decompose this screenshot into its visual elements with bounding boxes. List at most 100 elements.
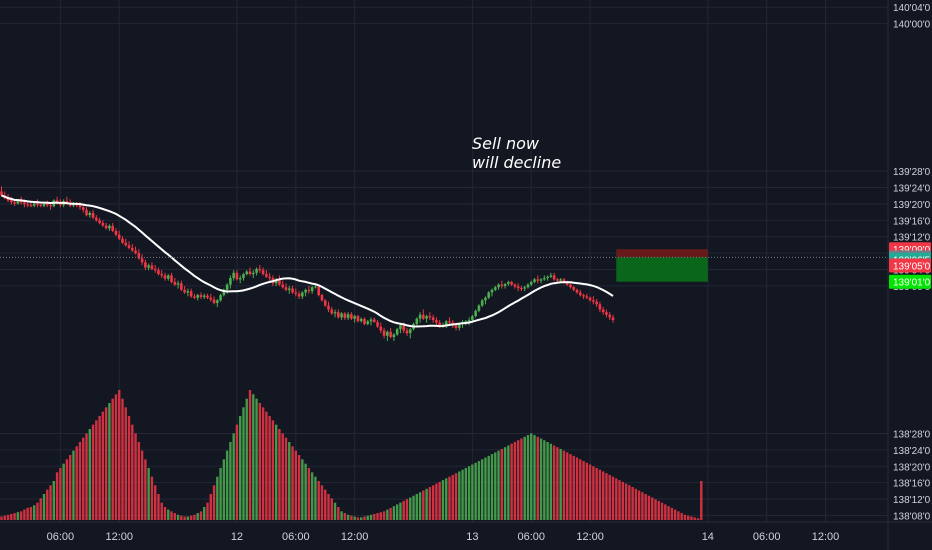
- price-label-bg: [889, 258, 931, 273]
- candle-body: [458, 323, 461, 328]
- candle-body: [565, 281, 569, 285]
- volume-bar: [219, 468, 222, 520]
- volume-bar: [131, 424, 134, 520]
- candle-body: [592, 300, 595, 302]
- volume-bar: [415, 494, 418, 520]
- volume-bar: [647, 495, 651, 520]
- volume-bar: [641, 492, 644, 520]
- candle-body: [91, 212, 95, 218]
- volume-bar: [575, 457, 579, 520]
- volume-bar: [399, 502, 402, 520]
- candle-body: [251, 272, 255, 275]
- volume-bar: [458, 471, 461, 520]
- candle-body: [258, 268, 262, 271]
- volume-bar: [402, 500, 405, 520]
- candle-body: [343, 313, 347, 318]
- candle-body: [546, 276, 549, 279]
- volume-bar: [307, 468, 311, 520]
- volume-bar: [624, 483, 628, 520]
- candle-body: [369, 319, 373, 322]
- ma-line: [1, 194, 614, 328]
- candle-body: [572, 287, 576, 290]
- candle-body: [516, 286, 520, 289]
- volume-bar: [445, 478, 448, 520]
- volume-bar: [160, 502, 163, 520]
- candle-body: [500, 284, 504, 286]
- volume-bar: [657, 500, 660, 520]
- volume-bar: [42, 494, 46, 520]
- candle-body: [166, 275, 170, 279]
- volume-bar: [520, 438, 523, 520]
- volume-bar: [487, 455, 490, 520]
- price-tick-label: 140'04'0: [893, 3, 931, 14]
- volume-bar: [428, 487, 432, 520]
- candle-body: [529, 281, 533, 285]
- candle-body: [422, 314, 425, 319]
- candle-body: [183, 289, 186, 293]
- candle-body: [23, 202, 26, 205]
- candle-body: [160, 274, 164, 276]
- volume-bar: [186, 516, 190, 520]
- volume-bar: [261, 407, 265, 520]
- volume-bar: [239, 416, 242, 520]
- volume-bar: [95, 420, 98, 520]
- candle-body: [16, 200, 20, 204]
- volume-bar: [369, 514, 373, 520]
- take-profit-zone: [616, 257, 708, 282]
- candle-body: [556, 279, 559, 281]
- volume-bar: [127, 416, 131, 520]
- volume-bar: [664, 504, 667, 520]
- volume-bar: [677, 511, 680, 520]
- volume-bar: [405, 499, 409, 520]
- volume-bar: [438, 481, 441, 520]
- candle-body: [438, 322, 441, 326]
- candle-body: [134, 250, 137, 254]
- volume-bar: [324, 489, 327, 520]
- volume-bar: [291, 446, 294, 520]
- candle-body: [238, 278, 242, 280]
- volume-bar: [314, 476, 317, 520]
- volume-bar: [6, 514, 10, 520]
- volume-bar: [389, 507, 392, 520]
- volume-bar: [62, 463, 65, 520]
- candle-body: [202, 295, 206, 297]
- volume-bar: [513, 442, 517, 520]
- volume-bar: [539, 438, 543, 520]
- volume-bar: [582, 461, 585, 520]
- volume-bar: [281, 433, 284, 520]
- volume-bar: [271, 420, 275, 520]
- volume-bar: [605, 473, 608, 520]
- volume-bar: [461, 469, 464, 520]
- volume-bar: [209, 494, 212, 520]
- price-label-bg: [889, 274, 931, 289]
- volume-bar: [108, 403, 111, 520]
- volume-bar: [507, 445, 510, 520]
- candle-body: [585, 296, 589, 298]
- candle-body: [108, 225, 111, 229]
- candle-body: [45, 203, 49, 206]
- volume-bar: [700, 481, 703, 520]
- volume-bar: [510, 443, 513, 520]
- volume-bar: [356, 517, 360, 520]
- candle-body: [578, 292, 582, 296]
- candle-body: [124, 242, 128, 246]
- volume-bar: [526, 435, 530, 520]
- volume-bar: [294, 450, 297, 520]
- volume-bar: [484, 457, 487, 520]
- volume-bar: [59, 468, 62, 520]
- volume-bar: [206, 502, 209, 520]
- candle-body: [206, 295, 209, 298]
- volume-bar: [212, 485, 216, 520]
- volume-bar: [203, 507, 206, 520]
- price-label-text: 139'05'0: [893, 261, 931, 272]
- volume-bar: [147, 468, 150, 520]
- volume-bar: [363, 516, 366, 520]
- volume-bar: [55, 472, 59, 520]
- volume-bar: [235, 424, 239, 520]
- candle-body: [170, 275, 173, 282]
- price-tick-label: 138'20'0: [893, 462, 931, 473]
- volume-bar: [121, 398, 124, 520]
- volume-bar: [284, 437, 288, 520]
- candle-body: [552, 275, 556, 280]
- volume-bar: [660, 502, 664, 520]
